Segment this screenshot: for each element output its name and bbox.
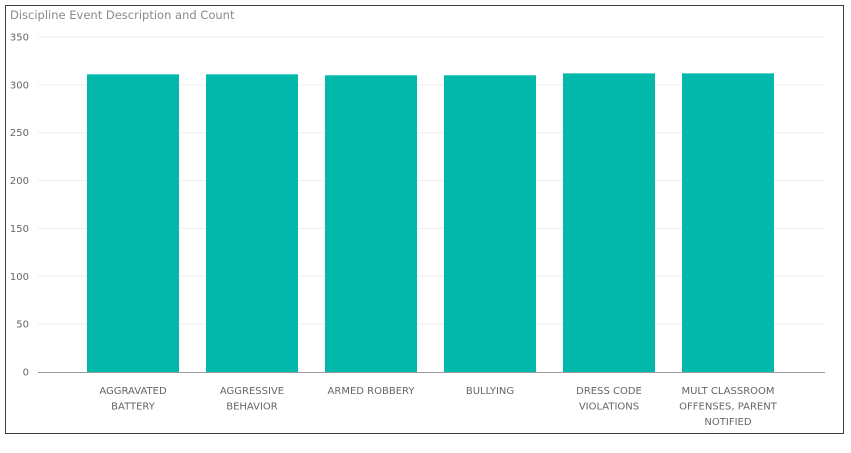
bar[interactable] [325, 75, 417, 373]
y-axis-ticks: 0 50 100 150 200 250 300 350 [10, 33, 29, 379]
bar[interactable] [682, 73, 774, 372]
y-tick-label: 0 [23, 368, 29, 379]
x-category-label: BULLYING [466, 386, 514, 397]
y-tick-label: 250 [10, 128, 29, 139]
x-axis-categories: AGGRAVATED BATTERY AGGRESSIVE BEHAVIOR ARMED… [99, 386, 777, 428]
x-category-label: AGGRESSIVE BEHAVIOR [220, 386, 284, 413]
x-category-label: DRESS CODE VIOLATIONS [576, 386, 642, 413]
bar[interactable] [563, 73, 655, 372]
chart-title: Discipline Event Description and Count [10, 8, 235, 22]
y-tick-label: 300 [10, 80, 29, 91]
x-category-label: ARMED ROBBERY [328, 386, 416, 397]
x-category-label: AGGRAVATED BATTERY [99, 386, 167, 413]
bar[interactable] [87, 74, 179, 372]
bar[interactable] [444, 75, 536, 373]
bars [87, 73, 774, 373]
y-tick-label: 350 [10, 33, 29, 44]
y-tick-label: 50 [16, 320, 29, 331]
bar[interactable] [206, 74, 298, 372]
x-category-label: MULT CLASSROOM OFFENSES, PARENT NOTIFIED [679, 386, 778, 428]
y-tick-label: 200 [10, 176, 29, 187]
y-tick-label: 150 [10, 224, 29, 235]
y-tick-label: 100 [10, 272, 29, 283]
